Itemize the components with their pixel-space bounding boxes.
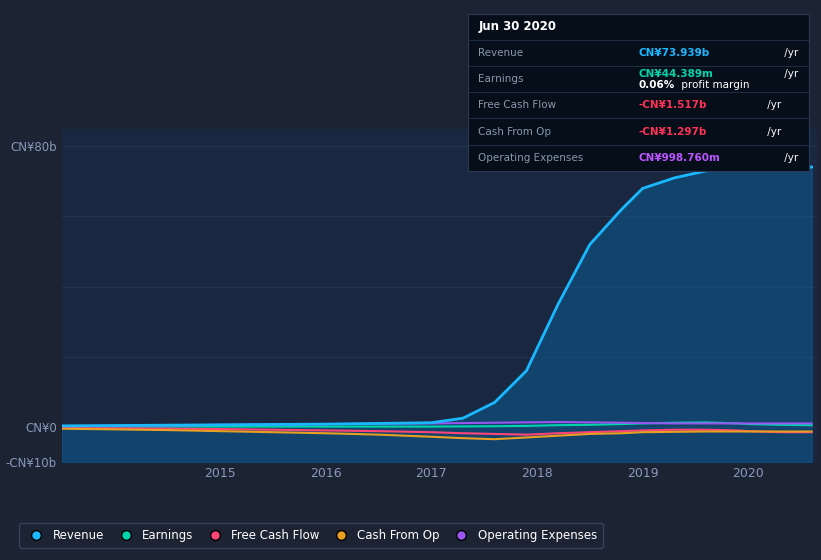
Text: Jun 30 2020: Jun 30 2020: [478, 20, 556, 33]
Legend: Revenue, Earnings, Free Cash Flow, Cash From Op, Operating Expenses: Revenue, Earnings, Free Cash Flow, Cash …: [19, 523, 603, 548]
Text: -CN¥1.297b: -CN¥1.297b: [639, 127, 707, 137]
Text: CN¥73.939b: CN¥73.939b: [639, 48, 709, 58]
Text: Earnings: Earnings: [478, 74, 524, 84]
Text: /yr: /yr: [764, 127, 782, 137]
Text: profit margin: profit margin: [677, 80, 749, 90]
Text: CN¥44.389m: CN¥44.389m: [639, 69, 713, 80]
Text: /yr: /yr: [782, 153, 799, 163]
Text: /yr: /yr: [764, 100, 782, 110]
Text: -CN¥1.517b: -CN¥1.517b: [639, 100, 707, 110]
Text: 0.06%: 0.06%: [639, 80, 675, 90]
Text: CN¥998.760m: CN¥998.760m: [639, 153, 720, 163]
Text: Free Cash Flow: Free Cash Flow: [478, 100, 557, 110]
Text: Revenue: Revenue: [478, 48, 523, 58]
Text: /yr: /yr: [782, 69, 799, 80]
Text: /yr: /yr: [782, 48, 799, 58]
Text: Operating Expenses: Operating Expenses: [478, 153, 584, 163]
Text: Cash From Op: Cash From Op: [478, 127, 551, 137]
